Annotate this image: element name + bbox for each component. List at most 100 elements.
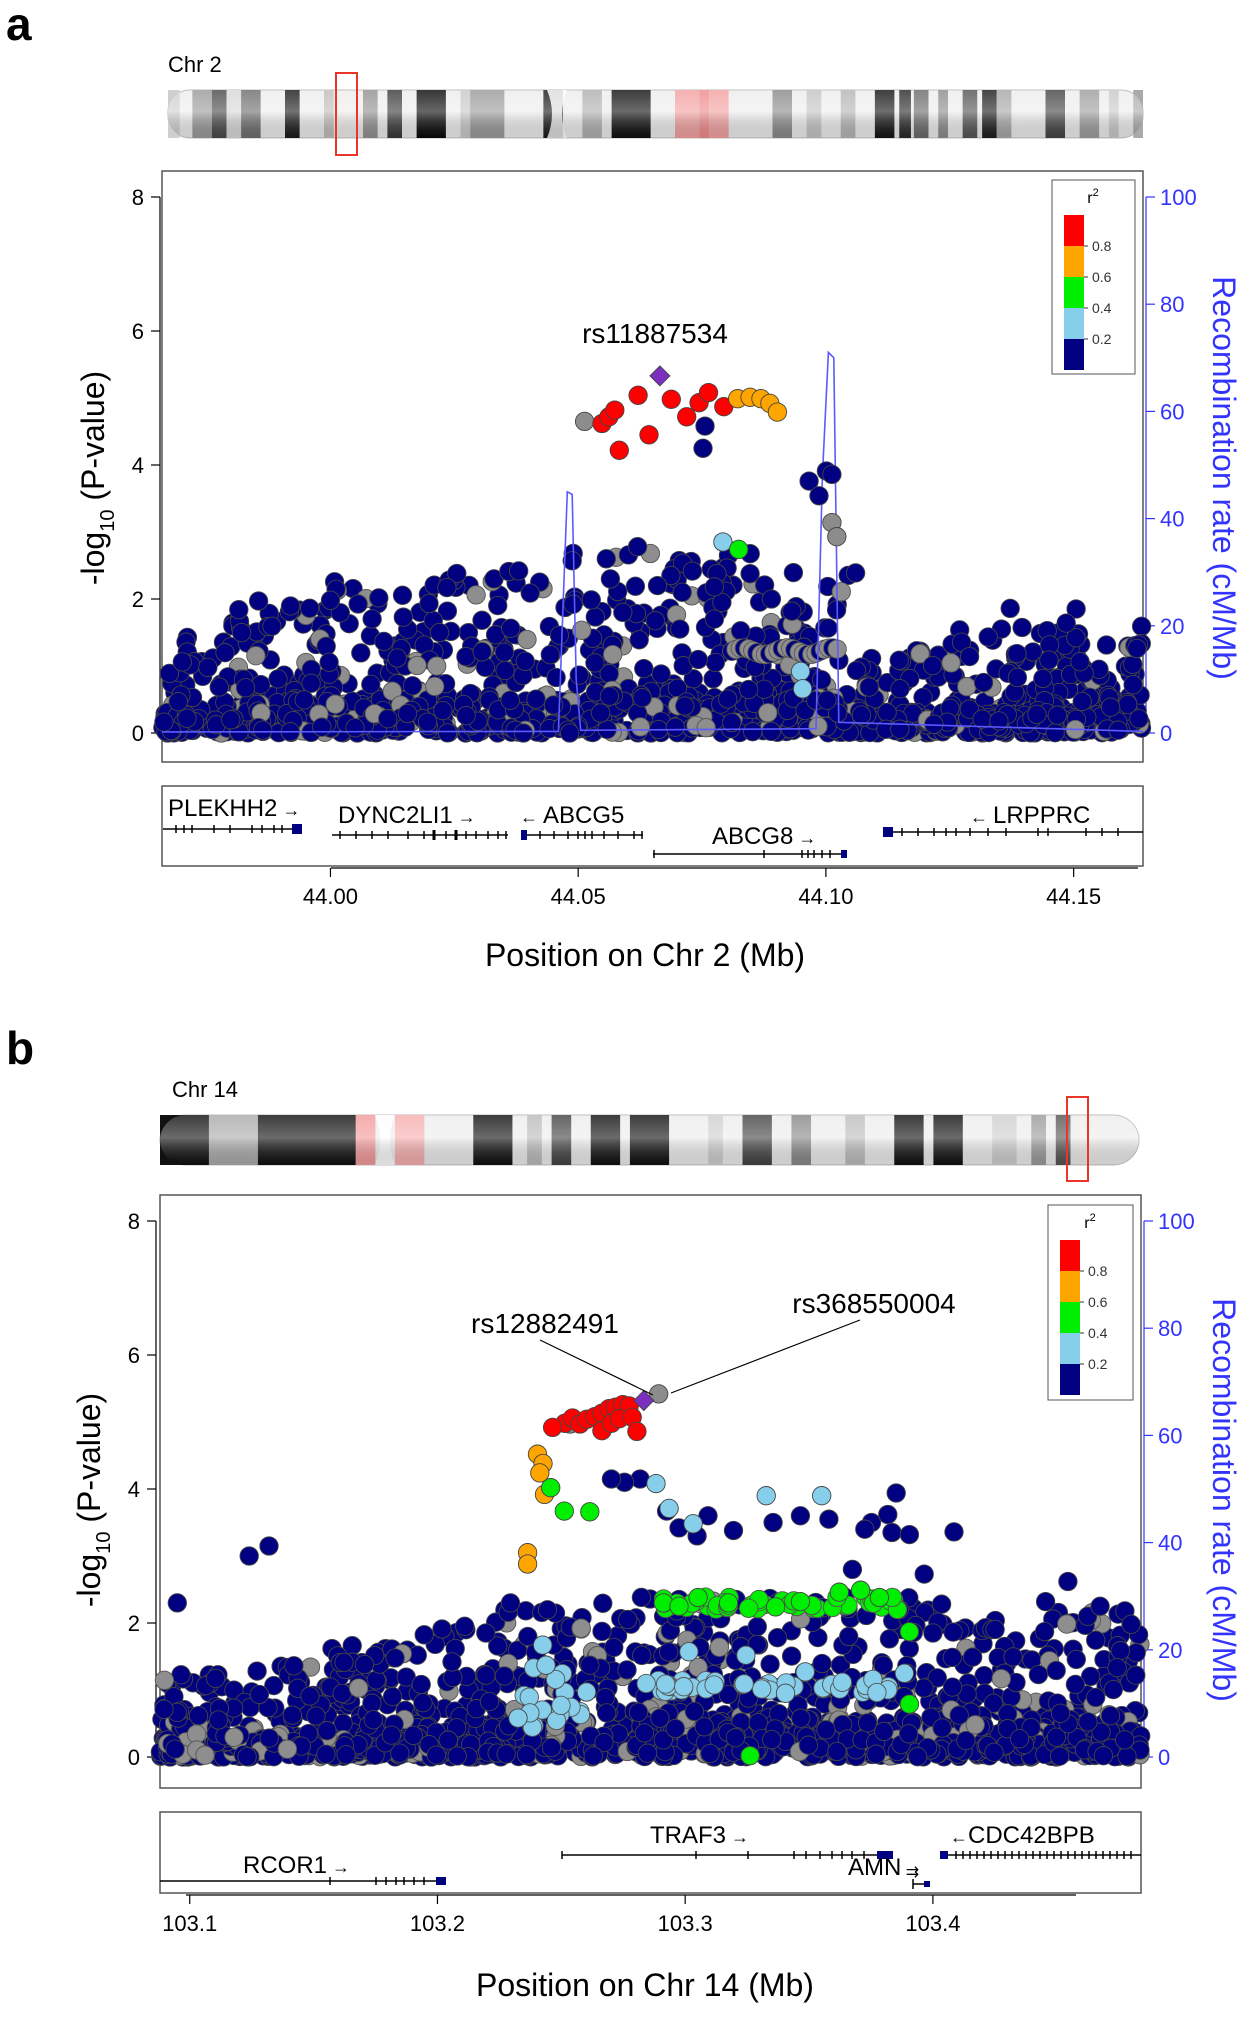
ld-snp-point: [756, 1486, 776, 1506]
snp-point: [585, 607, 605, 627]
snp-point: [604, 1637, 624, 1658]
snp-point: [665, 717, 685, 737]
snp-point: [277, 1739, 298, 1759]
x-tick-label: 103.2: [410, 1911, 465, 1936]
snp-point: [571, 1618, 591, 1638]
panel-a-x-axis-label: Position on Chr 2 (Mb): [485, 937, 805, 973]
snp-point: [333, 1713, 353, 1734]
snp-point: [231, 622, 252, 643]
snp-point: [819, 1509, 839, 1529]
snp-point: [248, 591, 269, 611]
snp-point: [978, 627, 998, 647]
snp-point: [433, 700, 453, 721]
snp-point: [456, 646, 476, 667]
snp-point: [1045, 723, 1065, 743]
snp-point: [300, 1686, 320, 1706]
snp-point: [842, 1559, 863, 1580]
snp-point: [859, 677, 879, 697]
snp-point: [301, 673, 321, 693]
ld-snp-point: [812, 1486, 832, 1506]
panel-b-legend-label: 0.4: [1088, 1325, 1108, 1341]
snp-point: [334, 1652, 354, 1673]
snp-point: [1123, 675, 1143, 695]
snp-point: [632, 1645, 652, 1666]
panel-b: b Chr 14 0 2 4 6 8 -log10 (P-value) 0 20 40 60 8…: [6, 1022, 1242, 2003]
ld-snp-point: [693, 438, 713, 458]
snp-point: [385, 1648, 405, 1668]
snp-point: [659, 1642, 679, 1662]
snp-point: [167, 1593, 187, 1613]
snp-point: [599, 686, 620, 706]
ld-snp-point: [809, 486, 829, 506]
snp-point: [378, 709, 398, 729]
snp-point: [704, 577, 725, 597]
snp-point: [890, 679, 910, 699]
snp-point: [246, 646, 266, 666]
snp-point: [476, 1623, 496, 1643]
snp-point: [855, 1519, 875, 1539]
snp-point: [432, 1619, 452, 1639]
snp-point: [1065, 1674, 1086, 1695]
snp-point: [154, 1699, 174, 1719]
snp-point: [583, 1746, 603, 1766]
snp-point: [381, 1725, 402, 1745]
snp-point: [402, 676, 423, 696]
snp-point: [827, 1741, 847, 1762]
ld-snp-point: [869, 1587, 890, 1608]
snp-point: [239, 1546, 259, 1566]
snp-point: [407, 655, 427, 676]
ld-snp-point: [609, 440, 629, 460]
snp-point: [1058, 1571, 1078, 1592]
snp-point: [763, 1512, 783, 1533]
snp-point: [1009, 1729, 1030, 1749]
snp-point: [818, 618, 838, 638]
snp-point: [438, 1730, 458, 1750]
snp-point: [476, 1665, 496, 1685]
snp-point: [628, 1702, 649, 1722]
snp-point: [259, 1728, 279, 1748]
x-tick-label: 44.10: [798, 884, 853, 909]
snp-point: [846, 660, 867, 681]
gene-label-plekhh2: PLEKHH2 →: [168, 795, 300, 822]
snp-point: [783, 562, 804, 583]
snp-point: [413, 1693, 433, 1713]
snp-point: [1126, 1665, 1146, 1685]
snp-point: [665, 1718, 685, 1739]
ld-snp-point: [628, 385, 648, 405]
snp-point: [790, 1506, 811, 1526]
snp-point: [580, 1655, 600, 1675]
snp-point: [382, 1686, 403, 1707]
x-tick-label: 44.00: [303, 884, 358, 909]
snp-point: [700, 1743, 720, 1764]
ld-snp-point: [517, 1554, 538, 1574]
y2-tick-label: 40: [1160, 507, 1184, 532]
ld-snp-point: [765, 1597, 786, 1617]
snp-point: [411, 1674, 431, 1695]
snp-point: [259, 1536, 279, 1556]
snp-point: [942, 1647, 962, 1668]
snp-point: [154, 712, 174, 732]
snp-point: [650, 1708, 670, 1728]
snp-point: [740, 564, 760, 584]
panel-b-legend-label: 0.8: [1088, 1263, 1108, 1279]
snp-point: [549, 625, 570, 645]
snp-point: [1057, 1614, 1077, 1634]
snp-point: [965, 1715, 985, 1735]
snp-point: [973, 672, 994, 693]
snp-point: [362, 609, 382, 629]
snp-point: [348, 1678, 369, 1698]
snp-point: [171, 1665, 191, 1685]
snp-point: [1100, 1706, 1121, 1726]
snp-point: [1049, 1746, 1070, 1766]
snp-point: [637, 1743, 658, 1763]
ld-snp-point: [574, 411, 595, 432]
panel-b-y2-axis-label: Recombination rate (cM/Mb): [1206, 1298, 1242, 1702]
snp-point: [1126, 1643, 1146, 1663]
snp-point: [466, 585, 486, 605]
snp-point: [165, 1739, 185, 1759]
snp-point: [1028, 1664, 1049, 1685]
snp-point: [832, 1672, 852, 1692]
y-tick-label: 0: [128, 1745, 140, 1770]
snp-point: [748, 1713, 768, 1733]
snp-point: [931, 1594, 952, 1614]
